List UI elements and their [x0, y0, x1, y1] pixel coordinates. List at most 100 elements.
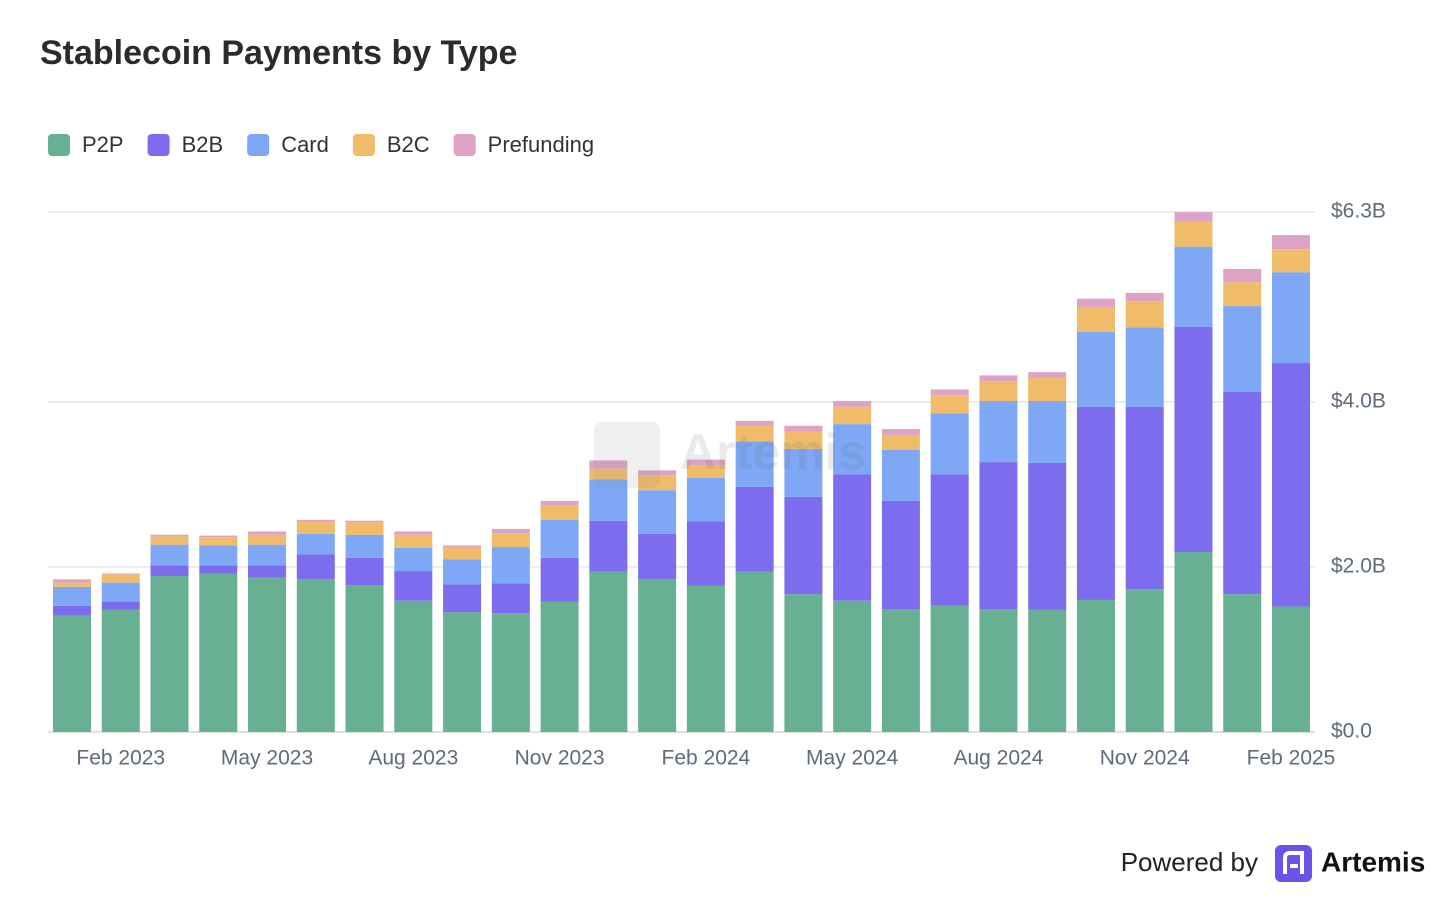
bar-segment — [1076, 306, 1115, 332]
bar-segment — [491, 613, 530, 732]
bar-segment — [394, 571, 433, 601]
bar-segment — [686, 477, 725, 522]
bar-segment — [833, 406, 872, 425]
bar-segment — [638, 470, 677, 476]
bar-segment — [53, 605, 91, 616]
bar-segment — [394, 534, 433, 548]
x-axis: Feb 2023 May 2023 Aug 2023 Nov 2023 Feb 2024… — [76, 747, 1335, 770]
bar-segment — [345, 585, 384, 732]
bar-segment — [1125, 292, 1164, 302]
bar-segment — [1223, 594, 1262, 732]
bar-segment — [491, 533, 530, 548]
bar-segment — [589, 520, 628, 572]
x-tick-label: Feb 2023 — [76, 747, 165, 770]
bar-segment — [540, 519, 579, 558]
bar-segment — [394, 531, 433, 535]
x-tick-label: Aug 2024 — [953, 747, 1043, 770]
bar-segment — [1028, 401, 1067, 463]
x-tick-label: Nov 2024 — [1100, 747, 1190, 770]
bar-segment — [735, 571, 774, 732]
bar-segment — [296, 519, 335, 522]
bar-segment — [881, 500, 920, 610]
x-tick-label: Feb 2024 — [662, 747, 751, 770]
bar-segment — [491, 528, 530, 534]
bar-segment — [248, 577, 287, 732]
legend-label: B2C — [387, 132, 430, 157]
bar-segment — [686, 521, 725, 586]
bar-segment — [443, 612, 482, 732]
bar-segment — [1076, 599, 1115, 732]
legend-label: Card — [281, 132, 329, 157]
bar-segment — [443, 584, 482, 613]
legend-swatch — [352, 134, 375, 156]
bar-segment — [881, 609, 920, 732]
bar-segment — [1272, 606, 1310, 732]
bar-segment — [589, 571, 628, 732]
bar-segment — [53, 582, 91, 587]
bar-segment — [589, 460, 628, 469]
bar-segment — [101, 609, 140, 732]
bar-segment — [930, 605, 969, 732]
bar-segment — [1174, 212, 1213, 222]
bar-segment — [199, 565, 238, 574]
legend-swatch — [147, 134, 170, 156]
bar-segment — [150, 534, 189, 537]
chart-title: Stablecoin Payments by Type — [40, 34, 517, 72]
bar-segment — [833, 474, 872, 601]
bars — [53, 212, 1310, 732]
bar-segment — [248, 544, 287, 566]
bar-segment — [686, 459, 725, 466]
bar-segment — [248, 565, 287, 578]
bar-segment — [150, 544, 189, 566]
bar-segment — [1028, 609, 1067, 732]
footer-logo-mark — [1283, 851, 1304, 874]
bar-segment — [638, 475, 677, 491]
y-tick-label: $0.0 — [1331, 720, 1372, 743]
bar-segment — [1076, 331, 1115, 407]
bar-segment — [540, 557, 579, 602]
legend-label: B2B — [182, 132, 224, 157]
bar-segment — [979, 375, 1018, 382]
watermark-logo — [594, 422, 660, 488]
bar-segment — [101, 574, 140, 583]
bar-segment — [1223, 391, 1262, 595]
bar-segment — [1174, 326, 1213, 553]
legend-swatch — [247, 134, 270, 156]
bar-segment — [1125, 301, 1164, 328]
bar-segment — [1125, 406, 1164, 590]
bar-segment — [1272, 249, 1310, 273]
footer-logo — [1275, 845, 1312, 882]
bar-segment — [1272, 272, 1310, 364]
bar-segment — [686, 585, 725, 732]
bar-segment — [296, 554, 335, 580]
bar-segment — [1125, 327, 1164, 407]
bar-segment — [101, 573, 140, 575]
footer-brand: Artemis — [1321, 846, 1425, 877]
bar-segment — [589, 479, 628, 521]
bar-segment — [443, 545, 482, 548]
x-tick-label: Nov 2023 — [515, 747, 605, 770]
legend-label: P2P — [82, 132, 124, 157]
watermark: Artemis — [594, 422, 866, 488]
bar-segment — [1272, 363, 1310, 607]
footer: Powered by Artemis — [1121, 845, 1425, 882]
bar-segment — [1223, 282, 1262, 307]
bar-segment — [784, 594, 823, 732]
bar-segment — [784, 431, 823, 449]
x-tick-label: Aug 2023 — [368, 747, 458, 770]
watermark-text: Artemis — [680, 424, 866, 480]
bar-segment — [199, 573, 238, 732]
bar-segment — [1174, 221, 1213, 247]
bar-segment — [1028, 372, 1067, 378]
footer-prefix: Powered by — [1121, 847, 1258, 877]
bar-segment — [199, 537, 238, 546]
bar-segment — [930, 389, 969, 396]
bar-segment — [345, 534, 384, 558]
bar-segment — [199, 535, 238, 538]
bar-segment — [1174, 552, 1213, 732]
legend-swatch — [453, 134, 476, 156]
bar-segment — [1028, 377, 1067, 402]
bar-segment — [150, 576, 189, 732]
bar-segment — [491, 583, 530, 614]
